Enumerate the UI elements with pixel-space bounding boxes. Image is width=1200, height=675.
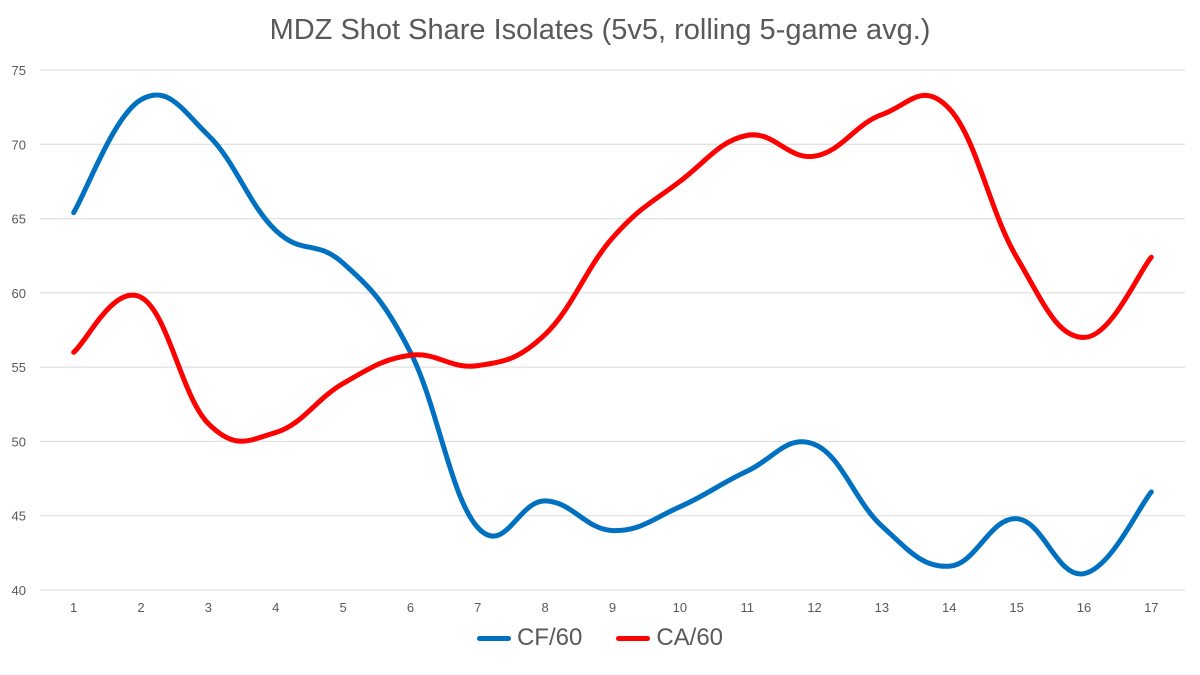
x-tick-label: 10 xyxy=(673,600,687,615)
legend-swatch xyxy=(476,635,511,641)
x-axis-ticks: 1 2 3 4 5 6 7 8 9 10 11 12 13 14 15 16 17 xyxy=(70,600,1158,615)
gridlines xyxy=(40,69,1185,591)
legend-item: CA/60 xyxy=(616,624,723,652)
y-tick-label: 60 xyxy=(12,286,26,301)
x-tick-label: 8 xyxy=(542,600,549,615)
y-tick-label: 75 xyxy=(12,63,26,78)
y-tick-label: 65 xyxy=(12,212,26,227)
x-tick-label: 3 xyxy=(205,600,212,615)
y-tick-label: 40 xyxy=(12,583,26,598)
legend-label: CA/60 xyxy=(656,624,724,651)
legend-swatch xyxy=(616,635,651,641)
y-axis-ticks: 40 45 50 55 60 65 70 75 xyxy=(12,63,26,598)
y-tick-label: 45 xyxy=(12,509,26,524)
x-tick-label: 13 xyxy=(875,600,889,615)
x-tick-label: 7 xyxy=(474,600,481,615)
x-tick-label: 5 xyxy=(339,600,346,615)
x-tick-label: 9 xyxy=(609,600,616,615)
x-tick-label: 12 xyxy=(807,600,821,615)
x-tick-label: 1 xyxy=(70,600,77,615)
series-line-cf-60 xyxy=(71,92,1154,577)
x-tick-label: 2 xyxy=(137,600,144,615)
x-tick-label: 16 xyxy=(1077,600,1091,615)
x-tick-label: 14 xyxy=(942,600,956,615)
legend-label: CF/60 xyxy=(516,624,583,651)
y-tick-label: 55 xyxy=(12,360,26,375)
x-tick-label: 17 xyxy=(1144,600,1158,615)
legend: CF/60 CA/60 xyxy=(0,624,1200,652)
legend-item: CF/60 xyxy=(476,624,583,652)
x-tick-label: 6 xyxy=(407,600,414,615)
series-lines xyxy=(71,92,1154,577)
y-tick-label: 50 xyxy=(12,434,26,449)
y-tick-label: 70 xyxy=(12,137,26,152)
x-tick-label: 11 xyxy=(740,600,754,615)
x-tick-label: 4 xyxy=(272,600,279,615)
chart-title: MDZ Shot Share Isolates (5v5, rolling 5-… xyxy=(269,14,931,46)
x-tick-label: 15 xyxy=(1009,600,1023,615)
series-line-ca-60 xyxy=(71,93,1154,444)
